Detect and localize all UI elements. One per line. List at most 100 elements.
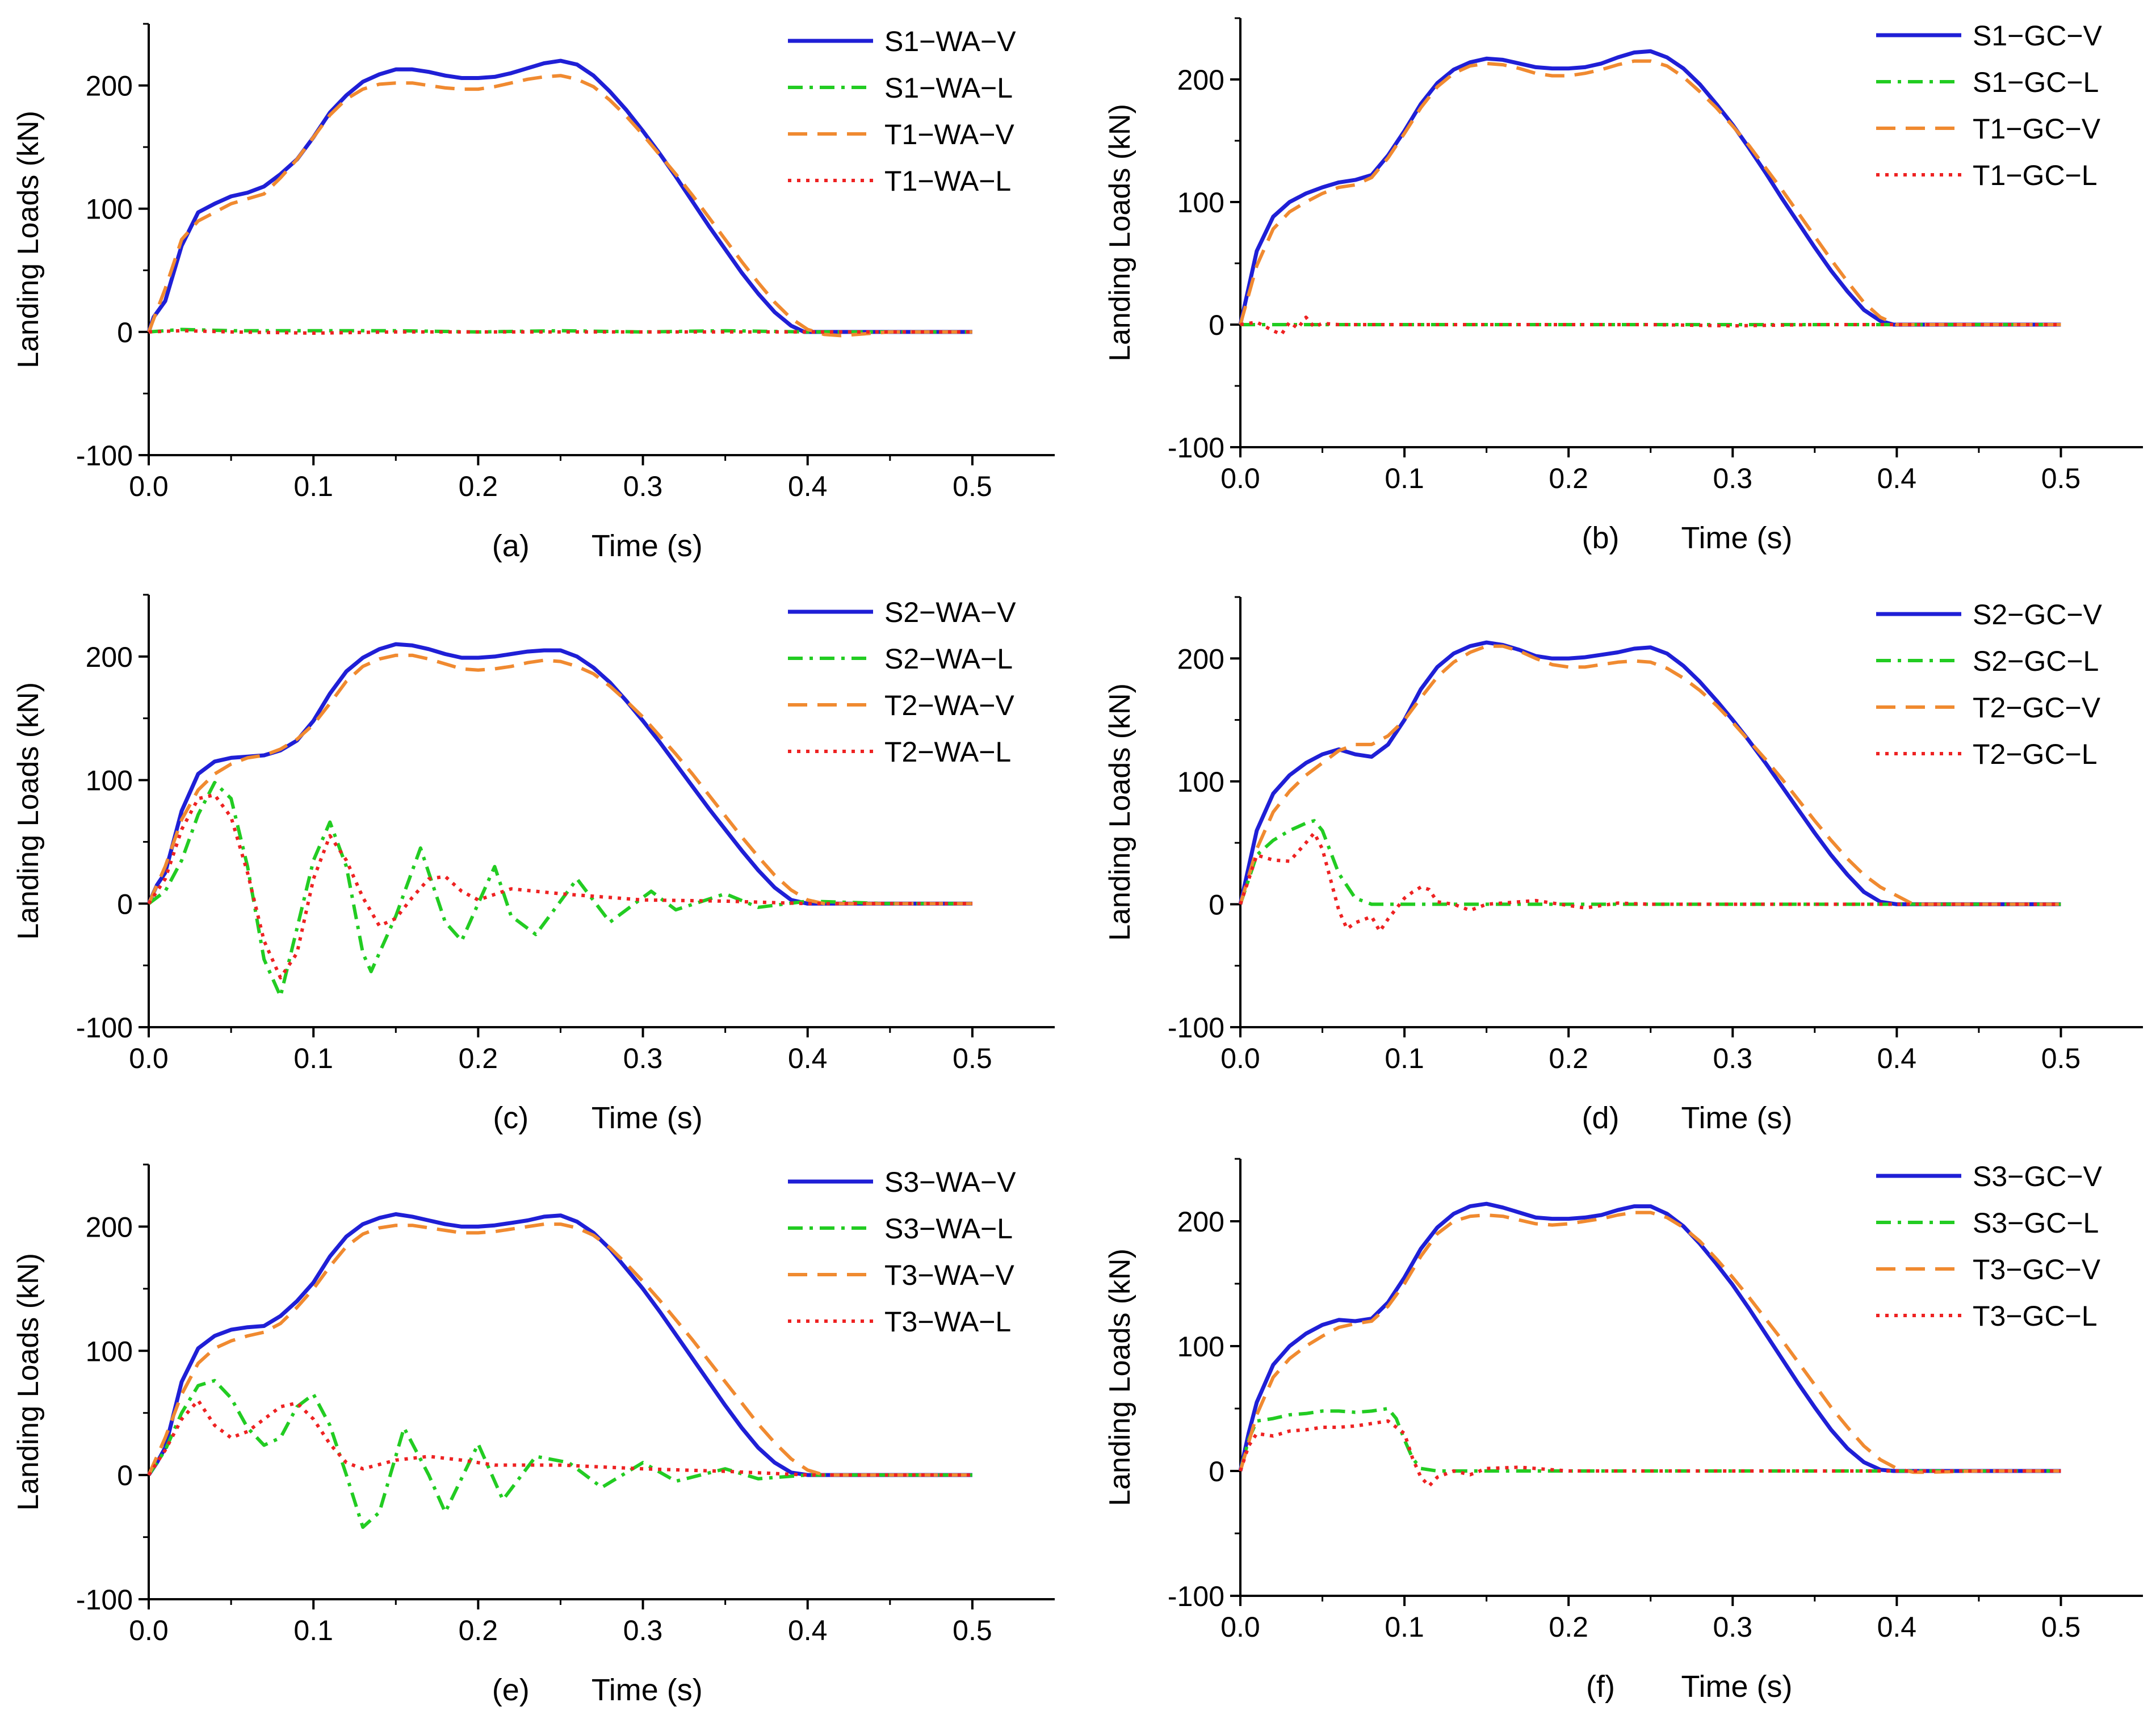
x-tick-label: 0.1	[1385, 1043, 1424, 1074]
series-line	[146, 58, 972, 334]
legend-label: S2−GC−L	[1973, 645, 2099, 677]
x-tick-label: 0.4	[788, 1615, 828, 1646]
y-tick-label: 100	[86, 194, 133, 225]
panel-label: (e)	[492, 1673, 530, 1707]
y-tick-label: 100	[1177, 766, 1224, 798]
x-tick-label: 0.3	[623, 470, 663, 502]
x-tick-label: 0.3	[1713, 463, 1753, 494]
x-tick-label: 0.0	[1220, 1611, 1260, 1643]
y-tick-label: 0	[1209, 889, 1224, 920]
x-tick-label: 0.5	[953, 1043, 992, 1074]
legend-label: S2−WA−L	[884, 643, 1013, 675]
series-line	[147, 793, 972, 980]
x-tick-label: 0.1	[1385, 1611, 1424, 1643]
y-tick-label: -100	[1168, 432, 1224, 464]
y-tick-label: 200	[86, 641, 133, 673]
y-tick-label: -100	[76, 1584, 133, 1616]
chart-panel: 0.0 0.1 0.2 0.3 0.4 0.5 -100 0 100 200 Landing Loa…	[12, 1163, 1055, 1707]
x-tick-label: 0.0	[129, 1043, 169, 1074]
x-tick-label: 0.1	[293, 470, 333, 502]
y-axis-title: Landing Loads (kN)	[12, 682, 45, 940]
y-tick-label: 200	[1177, 64, 1224, 96]
legend-label: T2−WA−L	[884, 736, 1011, 768]
y-tick-label: 200	[86, 70, 133, 102]
series-line	[147, 74, 972, 338]
legend-label: S3−WA−L	[884, 1213, 1013, 1245]
y-axis-title: Landing Loads (kN)	[1104, 104, 1136, 362]
x-tick-label: 0.5	[2041, 463, 2081, 494]
y-tick-label: 200	[86, 1211, 133, 1243]
y-tick-label: 200	[1177, 643, 1224, 675]
x-tick-label: 0.2	[459, 1615, 498, 1646]
y-tick-label: 0	[1209, 1456, 1224, 1487]
x-axis-title: Time (s)	[592, 1101, 703, 1135]
legend-label: S3−GC−V	[1973, 1161, 2103, 1192]
series-line	[1240, 316, 2061, 337]
x-tick-label: 0.5	[2041, 1611, 2081, 1643]
x-axis-title: Time (s)	[592, 529, 703, 563]
panel-label: (d)	[1582, 1101, 1620, 1135]
legend-label: T3−GC−V	[1973, 1254, 2101, 1285]
legend-label: T2−WA−V	[884, 690, 1014, 721]
legend-label: T1−GC−V	[1973, 113, 2101, 145]
panel-label: (c)	[493, 1101, 528, 1135]
x-tick-label: 0.1	[293, 1615, 333, 1646]
legend-label: S1−GC−V	[1973, 20, 2103, 52]
y-tick-label: -100	[76, 1012, 133, 1044]
x-tick-label: 0.1	[293, 1043, 333, 1074]
x-tick-label: 0.1	[1385, 463, 1424, 494]
series-line	[147, 1222, 972, 1477]
legend-label: T3−GC−L	[1973, 1300, 2098, 1332]
x-axis-title: Time (s)	[1681, 1670, 1793, 1704]
series-line	[147, 653, 972, 906]
legend-label: T3−WA−L	[884, 1306, 1011, 1338]
x-tick-label: 0.2	[1549, 1043, 1588, 1074]
legend-label: T1−WA−V	[884, 119, 1014, 150]
x-tick-label: 0.2	[459, 1043, 498, 1074]
chart-panel: 0.0 0.1 0.2 0.3 0.4 0.5 -100 0 100 200 Landing Loa…	[1104, 596, 2143, 1135]
legend-label: T2−GC−L	[1973, 738, 2098, 770]
panel-label: (a)	[492, 529, 530, 563]
x-tick-label: 0.3	[1713, 1043, 1753, 1074]
x-tick-label: 0.0	[1220, 1043, 1260, 1074]
y-tick-label: 100	[86, 1335, 133, 1367]
series-line	[1238, 640, 2061, 906]
y-axis-title: Landing Loads (kN)	[1104, 1249, 1136, 1506]
y-tick-label: 100	[86, 765, 133, 797]
series-line	[1239, 819, 2061, 906]
legend-label: S1−WA−V	[884, 26, 1016, 57]
x-tick-label: 0.2	[1549, 463, 1588, 494]
chart-panel: 0.0 0.1 0.2 0.3 0.4 0.5 -100 0 100 200 Landing Loa…	[12, 594, 1055, 1135]
x-tick-label: 0.0	[129, 1615, 169, 1646]
legend-label: S3−WA−V	[884, 1166, 1016, 1198]
y-tick-label: -100	[76, 440, 133, 472]
series-line	[147, 1398, 972, 1477]
y-tick-label: -100	[1168, 1012, 1224, 1044]
y-axis-title: Landing Loads (kN)	[1104, 683, 1136, 941]
series-line	[148, 329, 972, 335]
y-tick-label: 0	[117, 317, 133, 348]
y-tick-label: 0	[117, 1460, 133, 1491]
y-axis-title: Landing Loads (kN)	[12, 1253, 45, 1511]
x-tick-label: 0.3	[623, 1043, 663, 1074]
legend-label: S1−WA−L	[884, 72, 1013, 104]
series-line	[1239, 1419, 2061, 1488]
x-axis-title: Time (s)	[1681, 1101, 1793, 1135]
legend-label: T1−GC−L	[1973, 159, 2098, 191]
series-line	[1239, 1210, 2061, 1474]
legend-label: S3−GC−L	[1973, 1207, 2099, 1239]
series-line	[1238, 1201, 2061, 1473]
series-line	[147, 1378, 972, 1529]
y-axis-title: Landing Loads (kN)	[12, 111, 45, 368]
series-line	[1239, 644, 2061, 906]
legend-label: T2−GC−V	[1973, 692, 2101, 724]
chart-panel: 0.0 0.1 0.2 0.3 0.4 0.5 -100 0 100 200 Landing Loa…	[1104, 1158, 2143, 1704]
x-tick-label: 0.4	[1877, 463, 1917, 494]
series-line	[1238, 49, 2061, 327]
x-tick-label: 0.4	[788, 470, 828, 502]
y-tick-label: 0	[1209, 309, 1224, 341]
x-tick-label: 0.0	[1220, 463, 1260, 494]
x-tick-label: 0.5	[953, 470, 992, 502]
x-tick-label: 0.4	[1877, 1611, 1917, 1643]
series-line	[1239, 831, 2061, 934]
